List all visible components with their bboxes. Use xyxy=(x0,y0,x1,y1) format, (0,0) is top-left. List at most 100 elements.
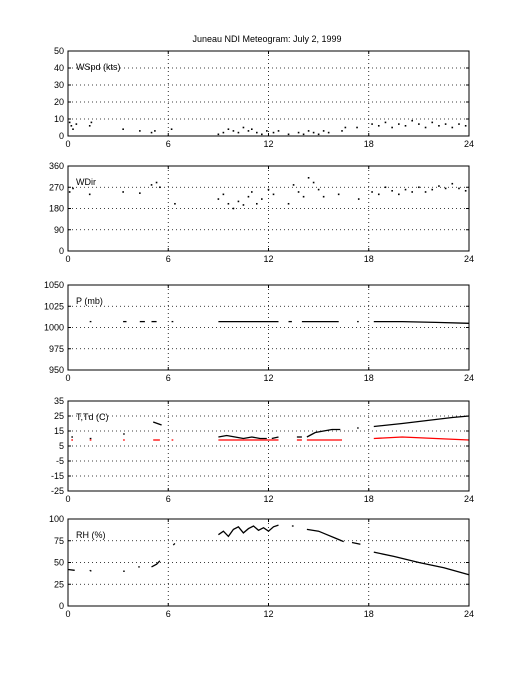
data-point xyxy=(174,202,176,205)
y-tick-label: 180 xyxy=(49,204,64,214)
x-tick-label: 6 xyxy=(166,254,171,264)
data-point xyxy=(75,123,78,125)
data-point xyxy=(266,130,268,132)
data-point xyxy=(438,125,440,127)
data-point xyxy=(424,126,427,129)
y-tick-label: 0 xyxy=(59,246,64,256)
data-point xyxy=(70,125,73,127)
data-point xyxy=(377,125,380,127)
panel-label: WSpd (kts) xyxy=(76,62,121,72)
data-point xyxy=(327,131,330,134)
x-tick-label: 12 xyxy=(263,373,273,383)
data-point xyxy=(341,130,343,132)
data-point xyxy=(242,204,245,206)
data-point xyxy=(307,130,310,132)
data-point xyxy=(371,123,373,125)
data-point xyxy=(261,198,263,200)
data-point xyxy=(451,126,454,129)
y-tick-label: 5 xyxy=(59,441,64,451)
data-point xyxy=(297,191,300,193)
chart-panel: 0 6 12 18 24 0 90 180 270 360 WDir xyxy=(49,161,474,264)
y-tick-label: 75 xyxy=(54,536,64,546)
data-point xyxy=(384,121,387,124)
x-tick-label: 0 xyxy=(65,254,70,264)
data-point xyxy=(287,133,290,136)
data-point xyxy=(411,191,413,193)
data-point xyxy=(150,184,153,186)
panel-label: RH (%) xyxy=(76,530,106,540)
data-point xyxy=(155,181,158,184)
data-point xyxy=(232,130,235,132)
y-tick-label: 1050 xyxy=(44,280,64,290)
data-point xyxy=(256,131,258,134)
x-tick-label: 18 xyxy=(364,373,374,383)
x-tick-label: 12 xyxy=(263,254,273,264)
y-tick-label: 100 xyxy=(49,514,64,524)
data-point xyxy=(302,133,305,136)
y-tick-label: 10 xyxy=(54,114,64,124)
data-point xyxy=(217,133,220,136)
chart-panel: 0 6 12 18 24 950 975 1000 1025 1050 P (mb) xyxy=(44,280,474,383)
data-point xyxy=(444,123,447,125)
x-tick-label: 24 xyxy=(464,139,474,149)
data-point xyxy=(431,121,434,124)
data-point xyxy=(287,202,290,205)
chart-title: Juneau NDI Meteogram: July 2, 1999 xyxy=(192,34,341,44)
data-point xyxy=(391,189,393,192)
data-point xyxy=(72,187,74,190)
series-line xyxy=(306,428,341,438)
data-point xyxy=(312,181,315,184)
series-line xyxy=(172,542,176,546)
y-tick-label: 90 xyxy=(54,225,64,235)
data-point xyxy=(307,177,310,179)
chart-panel: 0 6 12 18 24 0 10 20 30 40 50 WSpd (kts) xyxy=(54,46,474,149)
data-point xyxy=(222,131,225,134)
data-point xyxy=(232,207,235,210)
data-point xyxy=(139,192,141,194)
data-point xyxy=(464,189,467,192)
y-tick-label: 40 xyxy=(54,63,64,73)
series-line xyxy=(152,421,162,426)
data-point xyxy=(302,195,305,198)
data-point xyxy=(139,130,141,132)
data-point xyxy=(237,131,240,134)
data-point xyxy=(170,128,173,130)
data-point xyxy=(72,128,74,130)
y-tick-label: -25 xyxy=(51,486,64,496)
data-point xyxy=(227,202,230,205)
data-point xyxy=(88,125,91,127)
y-tick-label: 50 xyxy=(54,558,64,568)
x-tick-label: 0 xyxy=(65,373,70,383)
data-point xyxy=(217,198,220,200)
y-tick-label: -15 xyxy=(51,471,64,481)
y-tick-label: 20 xyxy=(54,97,64,107)
data-point xyxy=(404,188,407,191)
data-point xyxy=(424,191,427,193)
data-point xyxy=(312,131,315,134)
x-tick-label: 18 xyxy=(364,494,374,504)
y-tick-label: 15 xyxy=(54,426,64,436)
data-point xyxy=(68,191,71,193)
data-point xyxy=(247,130,250,132)
data-point xyxy=(227,128,230,130)
series-line xyxy=(373,320,470,324)
data-point xyxy=(391,126,393,129)
data-point xyxy=(398,193,400,196)
series-line xyxy=(373,415,470,428)
data-point xyxy=(431,188,434,191)
x-tick-label: 24 xyxy=(464,494,474,504)
data-point xyxy=(317,133,320,136)
data-point xyxy=(68,121,71,124)
series-line xyxy=(218,524,279,538)
data-point xyxy=(377,193,380,196)
data-point xyxy=(150,131,153,134)
y-tick-label: 35 xyxy=(54,396,64,406)
x-tick-label: 6 xyxy=(166,139,171,149)
series-line xyxy=(271,436,279,440)
data-point xyxy=(247,195,250,198)
data-point xyxy=(272,131,275,134)
data-point xyxy=(344,126,347,129)
data-point xyxy=(90,121,93,124)
series-line xyxy=(67,568,75,571)
